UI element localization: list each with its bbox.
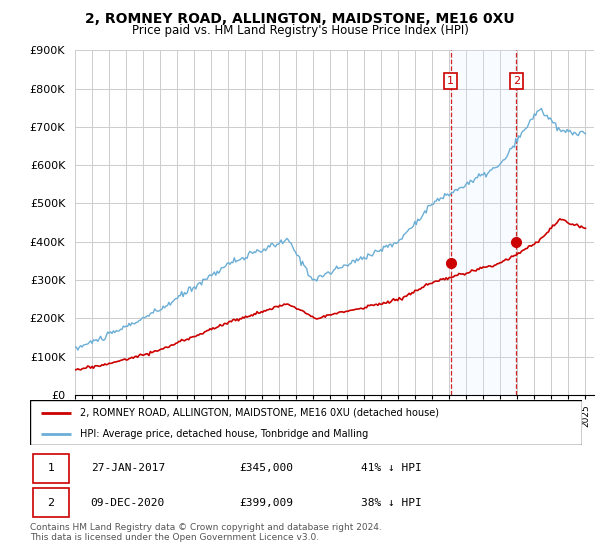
Text: 2: 2 [512,76,520,86]
Text: £345,000: £345,000 [240,463,294,473]
Bar [33,454,68,483]
Text: 2, ROMNEY ROAD, ALLINGTON, MAIDSTONE, ME16 0XU: 2, ROMNEY ROAD, ALLINGTON, MAIDSTONE, ME… [85,12,515,26]
Text: 2: 2 [47,498,55,508]
Text: Contains HM Land Registry data © Crown copyright and database right 2024.
This d: Contains HM Land Registry data © Crown c… [30,523,382,543]
Text: 2, ROMNEY ROAD, ALLINGTON, MAIDSTONE, ME16 0XU (detached house): 2, ROMNEY ROAD, ALLINGTON, MAIDSTONE, ME… [80,408,439,418]
Text: 38% ↓ HPI: 38% ↓ HPI [361,498,422,508]
Text: Price paid vs. HM Land Registry's House Price Index (HPI): Price paid vs. HM Land Registry's House … [131,24,469,37]
Text: 1: 1 [47,463,55,473]
Text: £399,009: £399,009 [240,498,294,508]
Text: 27-JAN-2017: 27-JAN-2017 [91,463,165,473]
Text: 41% ↓ HPI: 41% ↓ HPI [361,463,422,473]
Text: 09-DEC-2020: 09-DEC-2020 [91,498,165,508]
Text: HPI: Average price, detached house, Tonbridge and Malling: HPI: Average price, detached house, Tonb… [80,429,368,439]
Bar [33,488,68,517]
Bar [451,50,516,395]
Text: 1: 1 [447,76,454,86]
